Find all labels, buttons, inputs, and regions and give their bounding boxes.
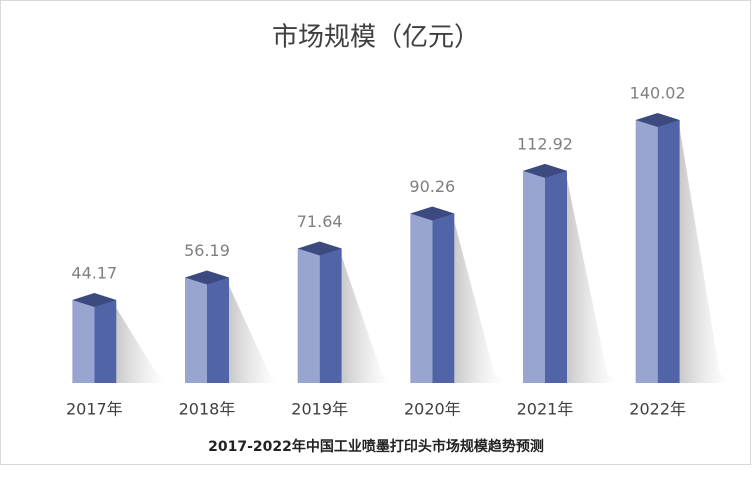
bar-shadow	[116, 308, 167, 383]
bar-side	[545, 170, 567, 383]
chart-title: 市场规模（亿元）	[272, 23, 480, 53]
value-label: 56.19	[184, 241, 230, 260]
bar-side	[319, 248, 342, 383]
bar-top	[410, 206, 455, 221]
chart-border	[0, 0, 751, 465]
value-label: 90.26	[409, 177, 455, 196]
bar-shadow	[567, 178, 617, 383]
x-tick-label: 2022年	[629, 400, 686, 419]
bar-shadow	[454, 221, 505, 383]
bar-side	[657, 120, 680, 383]
bar-front	[523, 170, 545, 383]
bar-top	[185, 270, 229, 285]
bar-top	[523, 163, 567, 178]
bar-side	[432, 213, 455, 383]
x-tick-label: 2021年	[517, 400, 574, 419]
x-tick-label: 2019年	[291, 400, 348, 419]
bar-front	[635, 120, 658, 383]
bar-front	[185, 277, 207, 383]
value-label: 71.64	[297, 212, 343, 231]
bar-top	[72, 293, 117, 308]
bar-side	[207, 277, 229, 383]
bar-top	[297, 241, 342, 256]
x-tick-label: 2018年	[179, 400, 236, 419]
value-label: 44.17	[71, 264, 117, 283]
bar-front	[72, 300, 95, 383]
bar-shadow	[679, 128, 730, 383]
x-tick-label: 2017年	[66, 400, 123, 419]
bar-front	[410, 213, 433, 383]
bar-side	[94, 300, 117, 383]
value-label: 140.02	[630, 84, 686, 103]
bar-top	[635, 113, 680, 127]
bar-shadow	[341, 256, 392, 383]
chart-caption: 2017-2022年中国工业喷墨打印头市场规模趋势预测	[208, 438, 544, 455]
x-tick-label: 2020年	[404, 400, 461, 419]
bar-shadow	[229, 285, 279, 383]
value-label: 112.92	[517, 134, 573, 153]
bar-front	[297, 248, 320, 383]
